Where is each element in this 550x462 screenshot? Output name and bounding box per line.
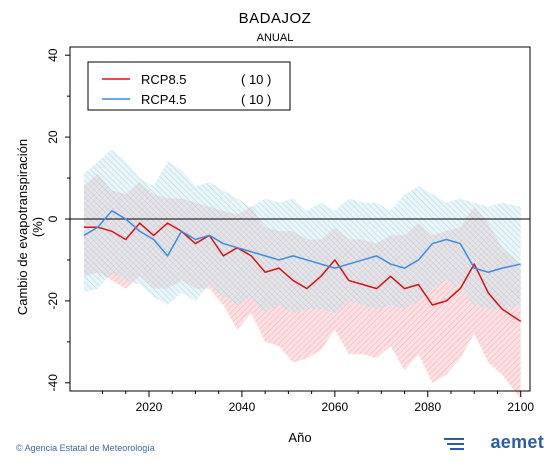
legend-count: ( 10 ) (241, 72, 271, 87)
chart-subtitle: ANUAL (256, 32, 294, 44)
line-rcp85 (83, 222, 522, 323)
chart-title: BADAJOZ (238, 10, 312, 27)
x-tick-label: 2080 (414, 400, 441, 414)
legend-label: RCP8.5 (141, 72, 187, 87)
y-tick-label: -40 (46, 374, 60, 392)
x-tick-label: 2060 (321, 400, 348, 414)
aemet-logo-icon (444, 438, 464, 450)
band-rcp45 (83, 149, 521, 314)
x-axis-label: Año (288, 430, 312, 445)
y-tick-label: 20 (46, 130, 60, 144)
y-tick-label: 40 (46, 48, 60, 62)
aemet-logo[interactable]: aemet (490, 432, 544, 452)
x-tick-label: 2020 (136, 400, 163, 414)
x-tick-label: 2100 (507, 400, 534, 414)
x-tick-label: 2040 (229, 400, 256, 414)
legend-label: RCP4.5 (141, 92, 187, 107)
legend-box (87, 61, 291, 111)
agency-credit[interactable]: © Agencia Estatal de Meteorología (16, 443, 155, 453)
legend-count: ( 10 ) (241, 92, 271, 107)
y-tick-label: -20 (46, 292, 60, 310)
y-tick-label: 0 (46, 215, 60, 222)
line-rcp45 (83, 210, 521, 273)
